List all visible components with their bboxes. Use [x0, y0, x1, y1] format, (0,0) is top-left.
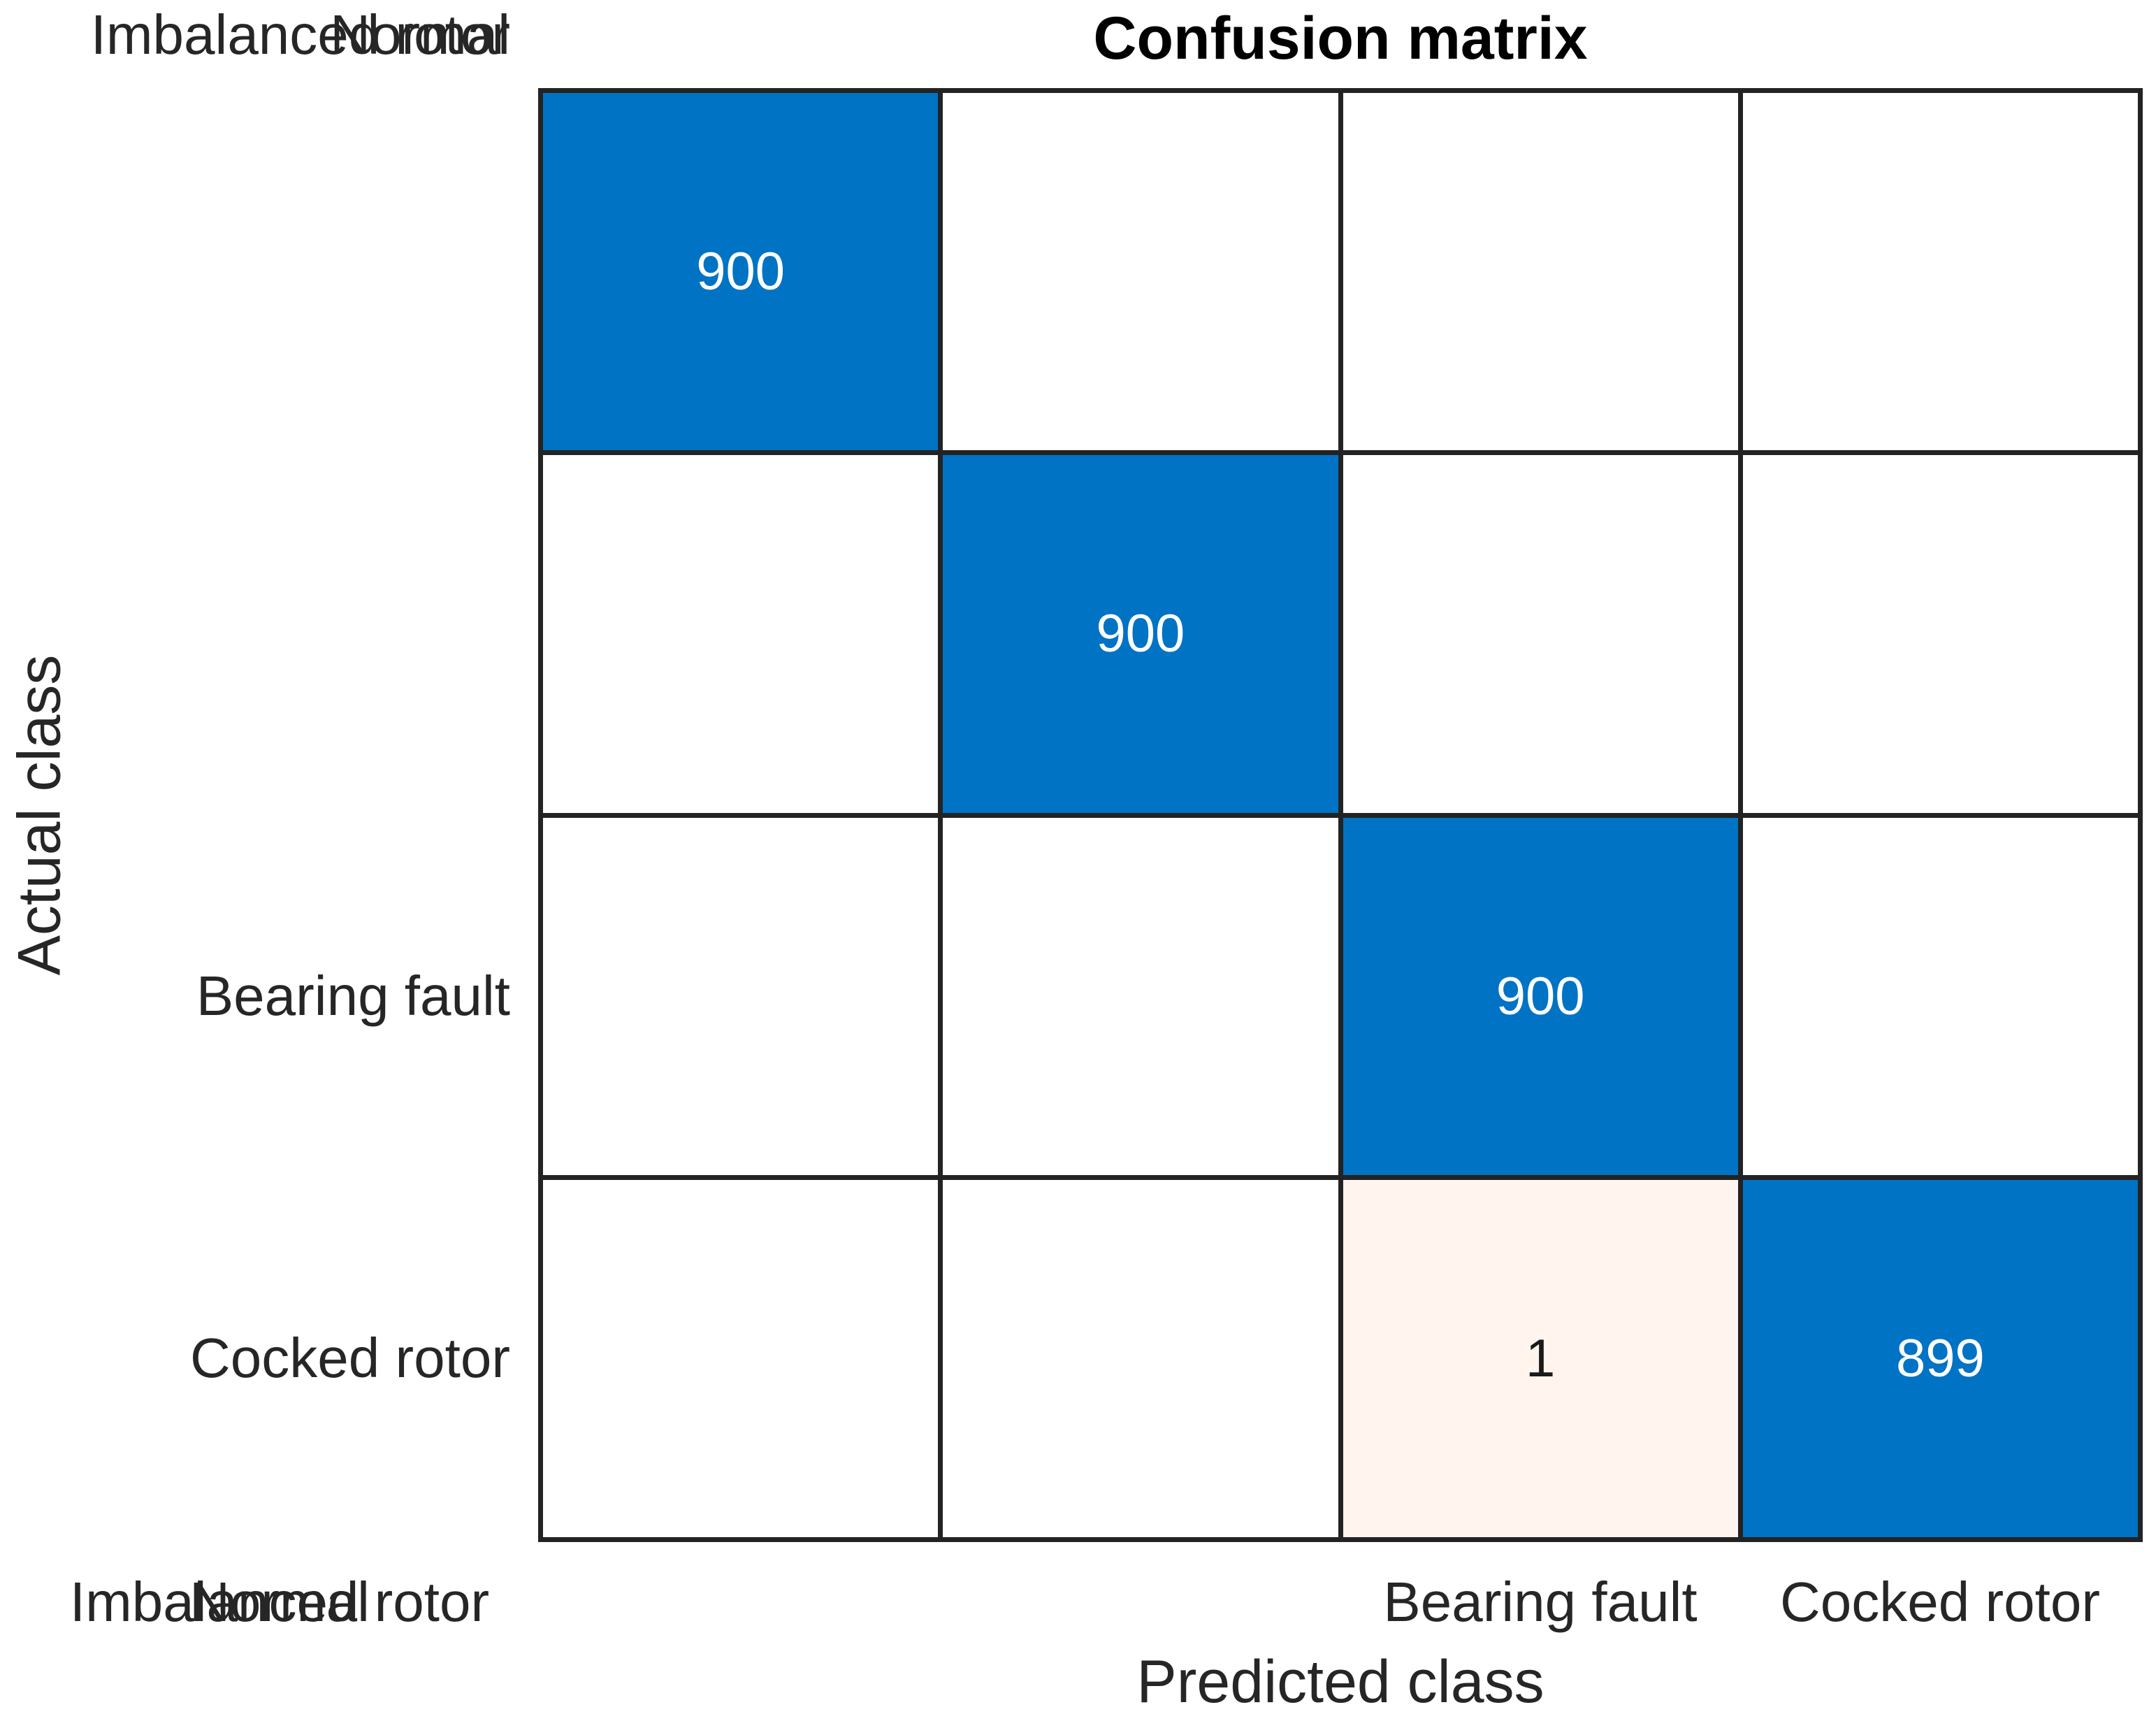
confusion-matrix-grid: 900 900 900 1 899 — [538, 88, 2143, 1542]
matrix-cell-r4c1 — [543, 1179, 939, 1537]
row-label-normal: Normal — [330, 3, 510, 66]
matrix-cell-r3c2 — [943, 817, 1338, 1175]
row-label-cocked-rotor: Cocked rotor — [190, 1327, 510, 1389]
col-label-normal: Normal — [189, 1571, 370, 1633]
y-axis-label: Actual class — [6, 654, 73, 976]
col-label-imbalanced-rotor: Imbalanced rotor — [69, 1571, 490, 1633]
x-axis-label: Predicted class — [1136, 1648, 1544, 1715]
matrix-cell-r2c2: 900 — [943, 455, 1338, 813]
row-label-imbalanced-rotor: Imbalanced rotor — [90, 3, 510, 66]
matrix-cell-r3c3: 900 — [1343, 817, 1738, 1175]
matrix-cell-r3c1 — [543, 817, 939, 1175]
row-label-bearing-fault: Bearing fault — [196, 965, 510, 1027]
col-label-cocked-rotor: Cocked rotor — [1780, 1571, 2100, 1633]
matrix-cell-r1c4 — [1742, 93, 2138, 451]
matrix-cell-r2c4 — [1742, 455, 2138, 813]
matrix-cell-r4c3: 1 — [1343, 1179, 1738, 1537]
col-label-bearing-fault: Bearing fault — [1383, 1571, 1698, 1633]
matrix-cell-r2c1 — [543, 455, 939, 813]
chart-title: Confusion matrix — [1093, 5, 1588, 72]
matrix-cell-r1c2 — [943, 93, 1338, 451]
matrix-cell-r1c3 — [1343, 93, 1738, 451]
matrix-cell-r2c3 — [1343, 455, 1738, 813]
matrix-cell-r1c1: 900 — [543, 93, 939, 451]
matrix-cell-r4c4: 899 — [1742, 1179, 2138, 1537]
matrix-cell-r3c4 — [1742, 817, 2138, 1175]
matrix-cell-r4c2 — [943, 1179, 1338, 1537]
